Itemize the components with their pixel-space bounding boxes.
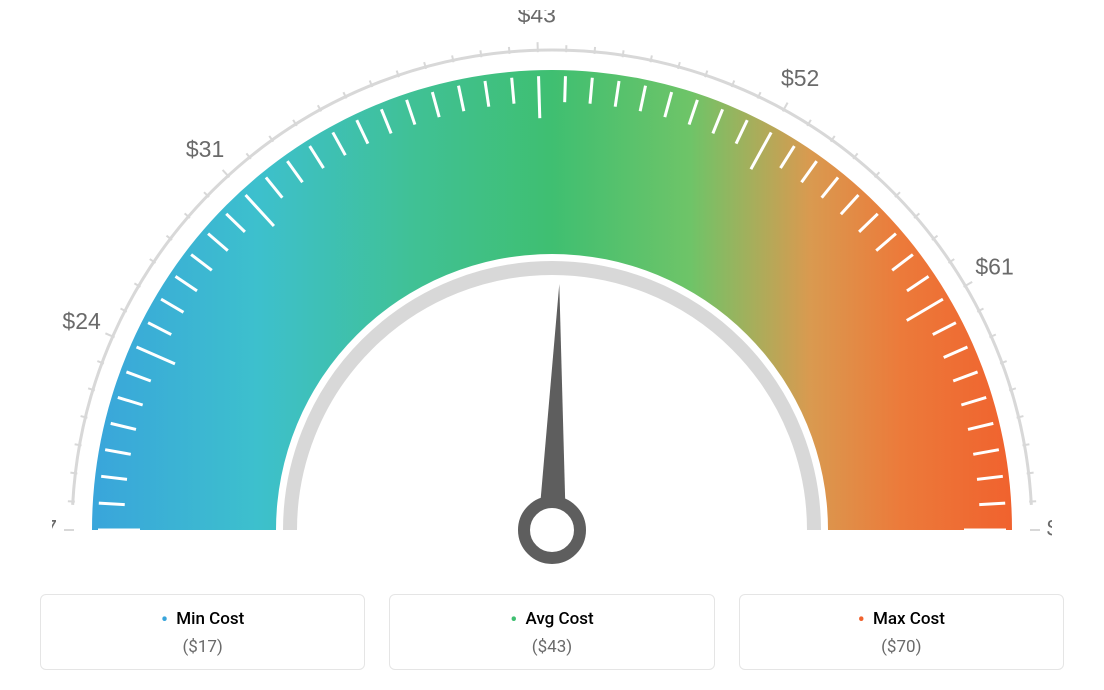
legend-row: • Min Cost ($17) • Avg Cost ($43) • Max …: [40, 594, 1064, 670]
svg-text:$43: $43: [518, 10, 556, 27]
legend-max-value: ($70): [740, 637, 1063, 657]
svg-text:$17: $17: [52, 515, 57, 541]
legend-avg-value: ($43): [390, 637, 713, 657]
legend-max-title: • Max Cost: [740, 609, 1063, 629]
svg-text:$52: $52: [781, 65, 819, 91]
dot-icon: •: [161, 607, 168, 631]
legend-avg-label: Avg Cost: [526, 609, 594, 629]
legend-min-label: Min Cost: [176, 609, 244, 629]
svg-text:$61: $61: [975, 254, 1013, 280]
legend-avg-title: • Avg Cost: [390, 609, 713, 629]
dot-icon: •: [858, 607, 865, 631]
cost-gauge-chart: $17 $24 $31 $43 $52 $61 $70: [52, 10, 1052, 570]
svg-text:$24: $24: [62, 308, 101, 334]
legend-avg-card: • Avg Cost ($43): [389, 594, 714, 670]
legend-min-title: • Min Cost: [41, 609, 364, 629]
legend-max-label: Max Cost: [873, 609, 945, 629]
svg-text:$70: $70: [1047, 515, 1052, 541]
svg-text:$31: $31: [186, 136, 224, 162]
dot-icon: •: [510, 607, 517, 631]
legend-min-card: • Min Cost ($17): [40, 594, 365, 670]
legend-max-card: • Max Cost ($70): [739, 594, 1064, 670]
legend-min-value: ($17): [41, 637, 364, 657]
